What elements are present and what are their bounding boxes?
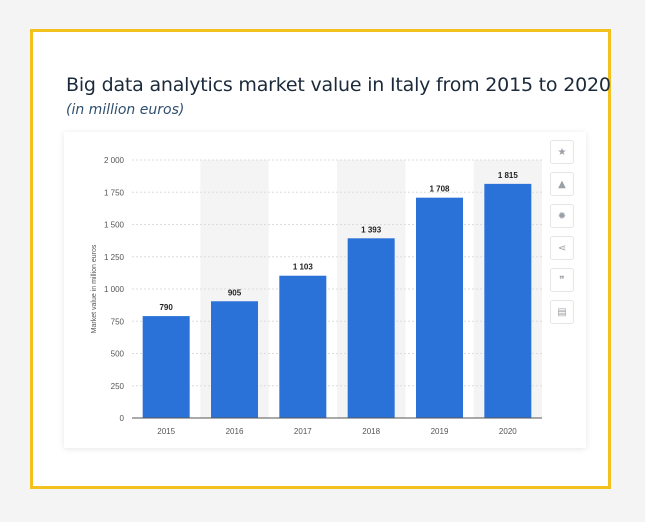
y-tick-label: 750 xyxy=(111,317,125,326)
gear-icon: ✹ xyxy=(557,210,567,222)
bar-value-label: 1 708 xyxy=(429,185,450,194)
chart-card: 0 250 500 750 1 000 1 250 1 500 1 750 2 000 790 20… xyxy=(64,132,586,448)
page-title: Big data analytics market value in Italy… xyxy=(66,74,611,96)
bar-2018 xyxy=(347,238,395,418)
bar-chart: 0 250 500 750 1 000 1 250 1 500 1 750 2 000 790 20… xyxy=(91,156,542,436)
y-tick-label: 1 000 xyxy=(104,285,125,294)
print-icon: ▤ xyxy=(557,306,567,318)
bar-value-label: 905 xyxy=(228,288,242,297)
bar-2017 xyxy=(279,275,327,418)
share-icon: ⋖ xyxy=(557,242,567,254)
bell-icon: ▲ xyxy=(558,178,566,190)
x-tick-label: 2017 xyxy=(294,427,312,436)
y-tick-label: 2 000 xyxy=(104,156,125,165)
share-button[interactable]: ⋖ xyxy=(550,236,574,260)
bar-2015 xyxy=(142,316,190,418)
gear-button[interactable]: ✹ xyxy=(550,204,574,228)
x-tick-label: 2015 xyxy=(157,427,175,436)
bell-button[interactable]: ▲ xyxy=(550,172,574,196)
y-tick-label: 1 250 xyxy=(104,253,125,262)
x-tick-label: 2016 xyxy=(226,427,244,436)
quote-icon: ❞ xyxy=(559,274,565,286)
content-frame: Big data analytics market value in Italy… xyxy=(30,29,611,489)
quote-button[interactable]: ❞ xyxy=(550,268,574,292)
y-axis-label: Market value in million euros xyxy=(91,244,98,333)
y-tick-label: 1 750 xyxy=(104,188,125,197)
bar-value-label: 1 393 xyxy=(361,225,382,234)
x-tick-label: 2020 xyxy=(499,427,517,436)
print-button[interactable]: ▤ xyxy=(550,300,574,324)
star-button[interactable]: ★ xyxy=(550,140,574,164)
y-tick-label: 500 xyxy=(111,350,125,359)
bar-2016 xyxy=(211,301,258,418)
bar-value-label: 790 xyxy=(159,303,173,312)
page-subtitle: (in million euros) xyxy=(66,102,185,118)
x-tick-label: 2018 xyxy=(362,427,380,436)
bar-2019 xyxy=(416,197,463,418)
bar-2020 xyxy=(484,183,532,418)
y-tick-label: 250 xyxy=(111,382,125,391)
chart-toolbar: ★ ▲ ✹ ⋖ ❞ ▤ xyxy=(550,140,576,332)
bar-value-label: 1 815 xyxy=(498,171,519,180)
y-tick-label: 0 xyxy=(120,414,125,423)
bar-value-label: 1 103 xyxy=(293,263,314,272)
x-tick-label: 2019 xyxy=(431,427,449,436)
star-icon: ★ xyxy=(557,146,567,158)
y-tick-label: 1 500 xyxy=(104,221,125,230)
